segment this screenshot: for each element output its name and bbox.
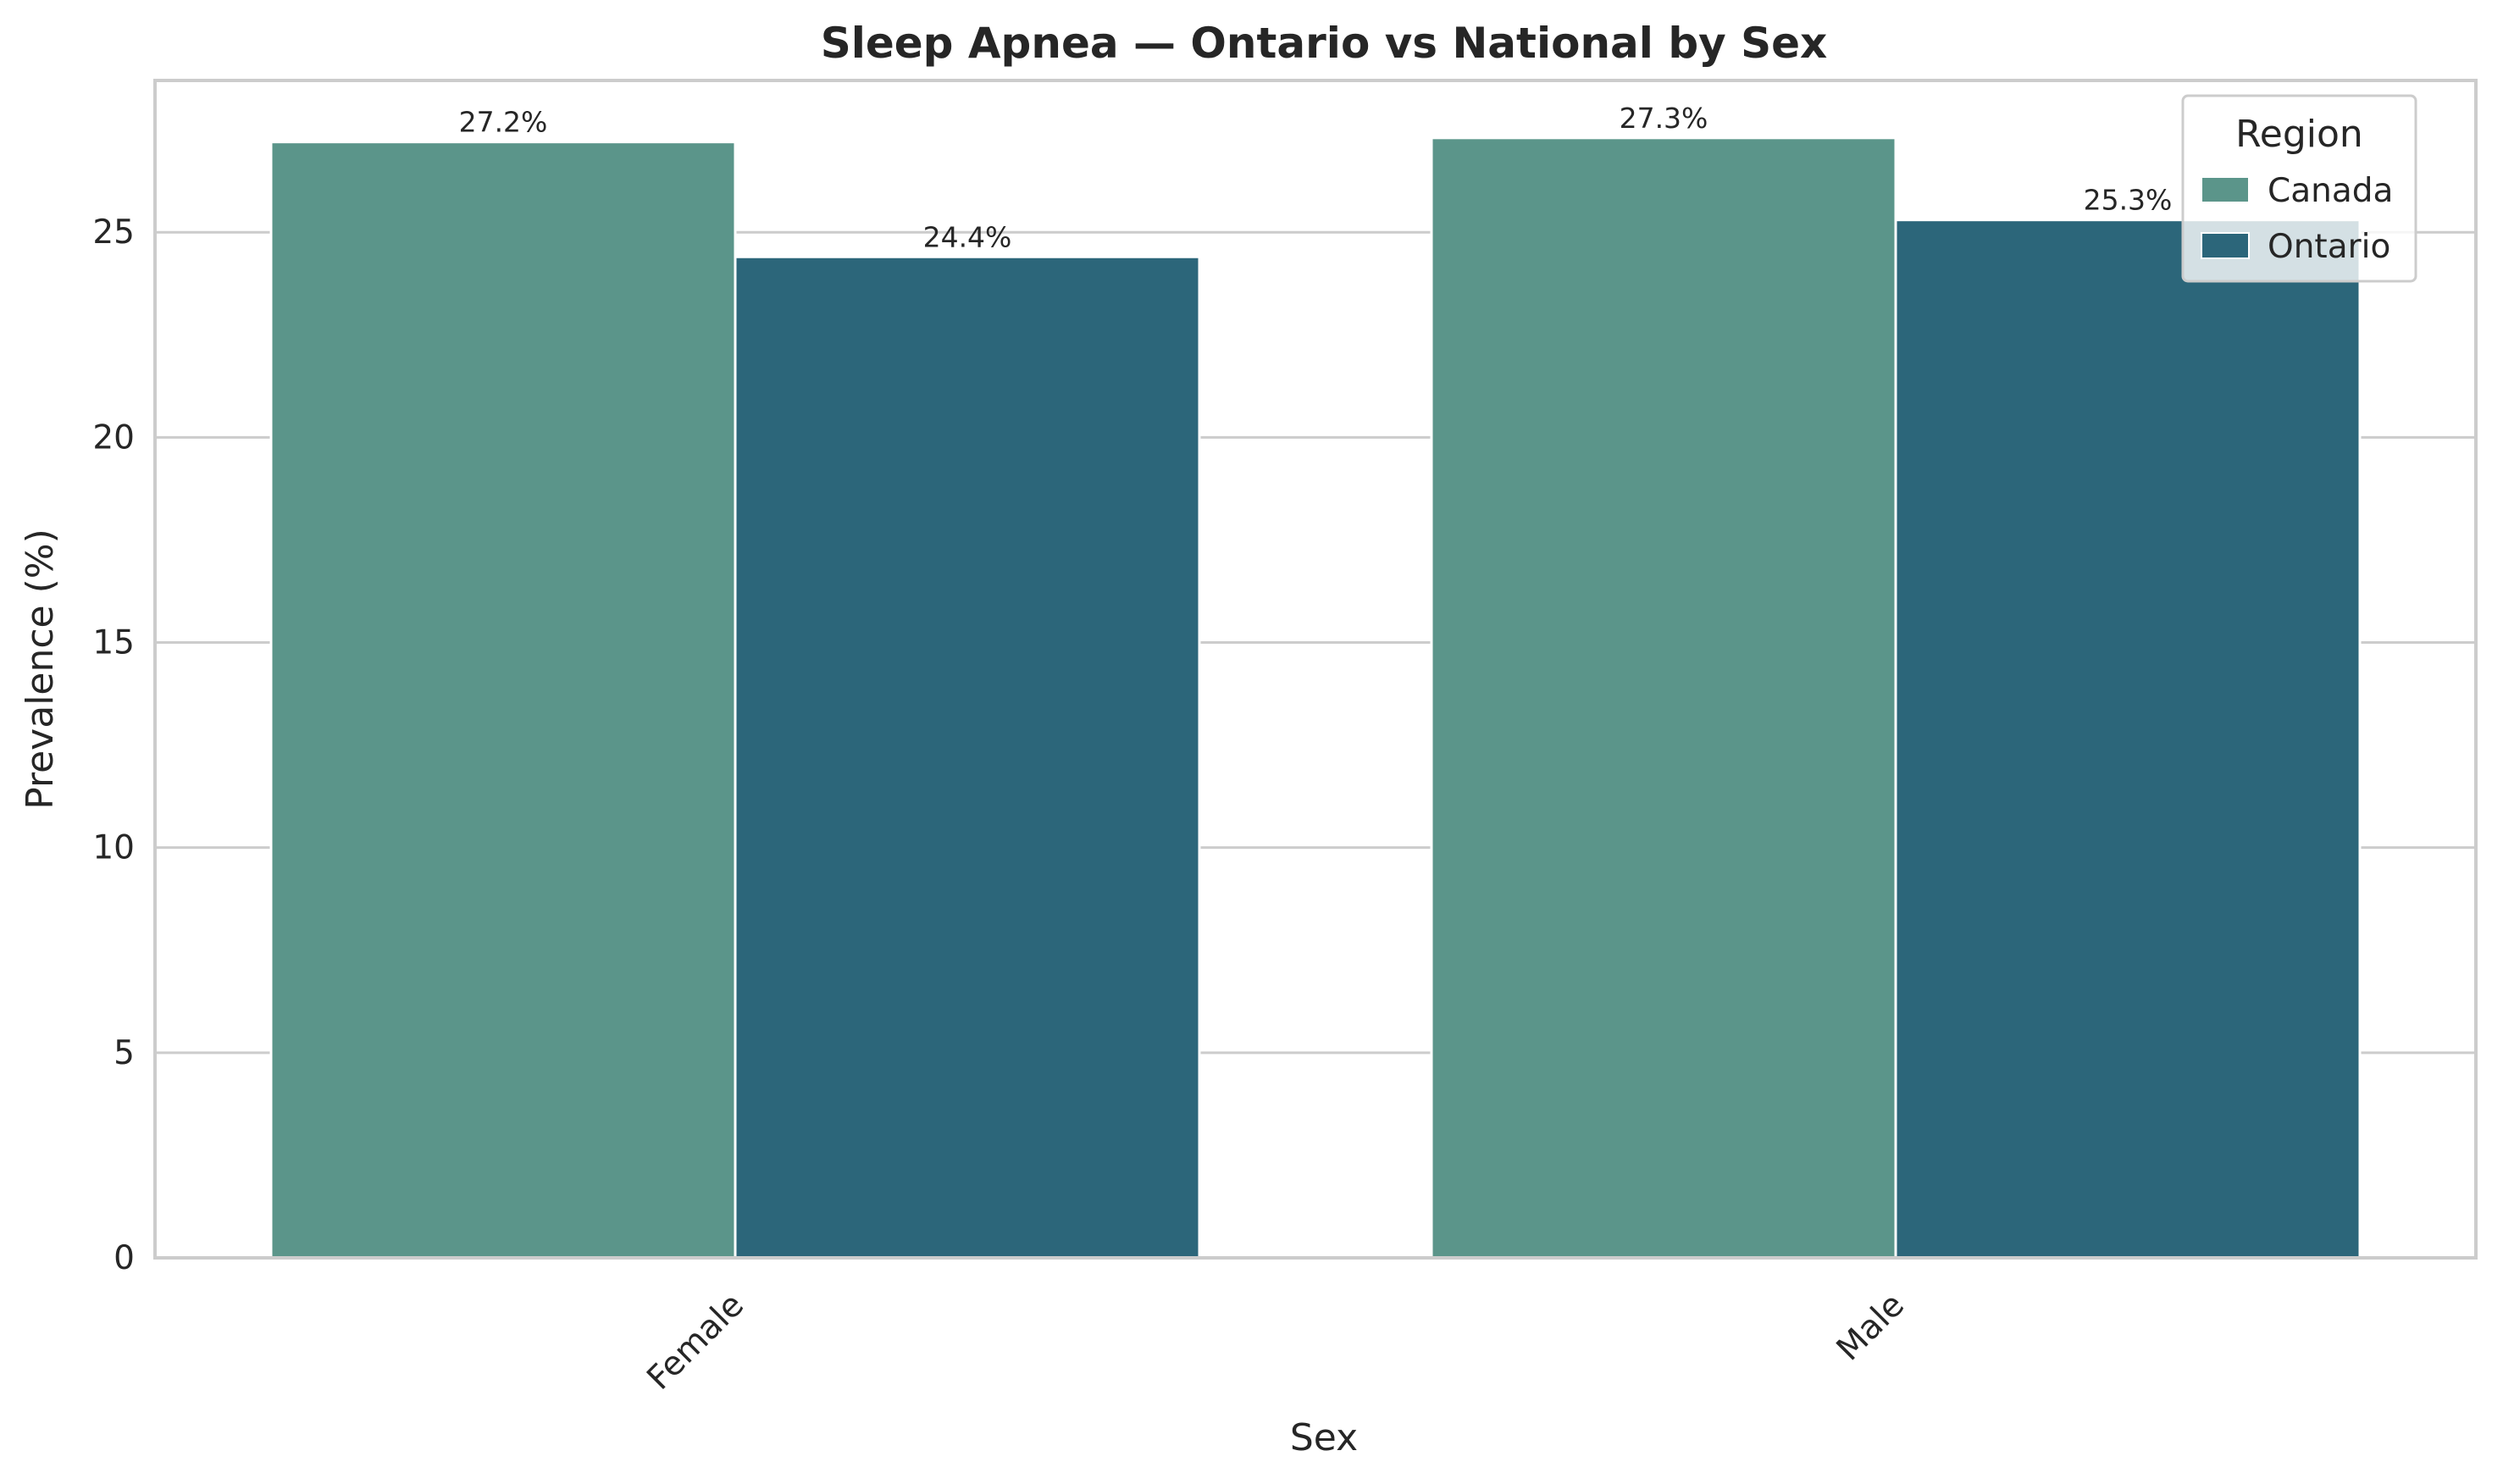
bar-ontario-male <box>1894 219 2362 1260</box>
bars <box>269 136 2362 1260</box>
bar-value-label: 27.2% <box>459 106 548 139</box>
legend-items: Canada Ontario <box>2201 172 2393 266</box>
bar-value-label: 25.3% <box>2084 184 2173 217</box>
plot-frame <box>153 79 2478 1260</box>
y-tick-label: 10 <box>92 829 135 867</box>
legend-swatch-canada <box>2201 176 2250 203</box>
bar-canada-female <box>269 141 737 1260</box>
bar-canada-male <box>1430 136 1897 1260</box>
bar-value-label: 24.4% <box>923 220 1012 253</box>
y-tick-label: 15 <box>92 624 135 662</box>
legend: Region Canada Ontario <box>2181 94 2417 283</box>
y-tick-labels: 0 5 10 15 20 25 <box>92 213 135 1277</box>
y-tick-label: 20 <box>92 418 135 457</box>
legend-title: Region <box>2235 113 2363 156</box>
bar-labels: 27.2% 24.4% 27.3% 25.3% <box>459 102 2173 253</box>
x-axis-label: Sex <box>1290 1416 1358 1459</box>
legend-swatch-ontario <box>2201 232 2250 259</box>
bar-ontario-female <box>734 255 1201 1260</box>
legend-label-ontario: Ontario <box>2268 228 2390 266</box>
y-tick-label: 25 <box>92 213 135 252</box>
bar-value-label: 27.3% <box>1620 102 1708 135</box>
y-axis-label: Prevalence (%) <box>19 529 62 810</box>
chart-title: Sleep Apnea — Ontario vs National by Sex <box>821 19 1828 68</box>
legend-label-canada: Canada <box>2268 172 2393 210</box>
y-tick-label: 0 <box>114 1239 135 1277</box>
y-tick-label: 5 <box>114 1034 135 1072</box>
